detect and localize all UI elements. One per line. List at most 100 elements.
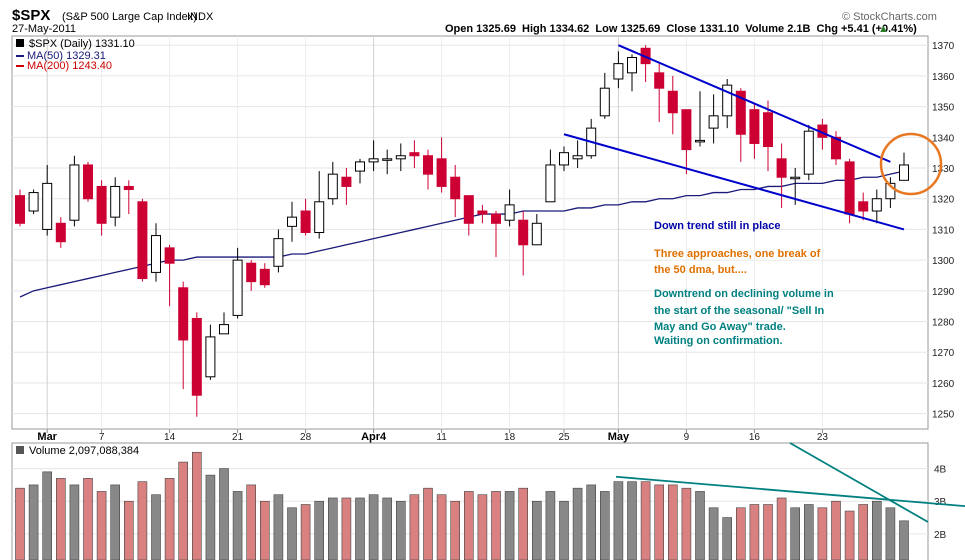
candle [450, 176, 461, 200]
volume-bar [790, 507, 801, 560]
candle [42, 182, 53, 230]
candle [477, 210, 488, 215]
volume-bar [572, 487, 583, 560]
price-axis: 1250 1260 1270 1280 1290 1300 1310 1320 1330 1340… [932, 41, 955, 420]
volume-bar [803, 504, 814, 560]
candle [232, 259, 243, 316]
volume-tick-label: 4B [934, 465, 947, 476]
date-label: 16 [749, 432, 761, 443]
date-label: 14 [164, 432, 176, 443]
candle [110, 185, 121, 218]
volume-bar [15, 487, 25, 560]
volume-bar [246, 484, 256, 560]
volume-bar [28, 484, 39, 560]
volume-bar [137, 481, 148, 560]
price-tick-label: 1320 [932, 195, 955, 206]
volume-bar [232, 491, 243, 560]
note-approaches-2: the 50 dma, but.... [654, 264, 747, 276]
volume-bar [327, 497, 338, 560]
volume-bar [559, 500, 569, 560]
volume-bar [722, 517, 733, 560]
candle [137, 201, 148, 280]
volume-bar [654, 484, 665, 560]
price-tick-label: 1300 [932, 256, 955, 267]
volume-bar [205, 474, 216, 560]
volume-bar [844, 510, 855, 560]
candle [246, 262, 257, 283]
candle [695, 139, 705, 143]
candle [96, 185, 107, 224]
candle [627, 56, 637, 74]
candle [681, 109, 692, 151]
volume-bar [831, 500, 841, 560]
candle [504, 204, 515, 221]
candle [368, 158, 379, 163]
date-label: 9 [684, 432, 690, 443]
legend-main: $SPX (Daily) 1331.10 [29, 38, 135, 50]
price-tick-label: 1370 [932, 41, 955, 52]
price-tick-label: 1350 [932, 103, 955, 114]
volume-bar [871, 500, 882, 560]
volume-bar [613, 481, 624, 560]
volume-tick-label: 3B [934, 497, 947, 508]
note-approaches-1: Three approaches, one break of [654, 248, 821, 260]
candle [491, 213, 501, 224]
candle [722, 84, 733, 117]
candle [436, 158, 447, 187]
volume-bar [885, 507, 896, 560]
symbol-title: $SPX [12, 7, 50, 24]
candle [15, 195, 25, 224]
volume-trendline [615, 475, 965, 508]
volume-bar [96, 491, 107, 560]
candle [667, 90, 678, 114]
copyright: © StockCharts.com [842, 11, 937, 23]
candle [355, 161, 365, 172]
date-label: 23 [817, 432, 829, 443]
candle [735, 90, 746, 135]
candle [259, 268, 270, 286]
volume-bar [763, 504, 773, 560]
volume-bar [627, 481, 637, 560]
volume-bar [395, 500, 406, 560]
candle [273, 238, 284, 267]
candle [69, 164, 80, 221]
candle [885, 182, 896, 200]
note-decline-4: Waiting on confirmation. [654, 335, 783, 347]
ohlc-readout: Open 1325.69 High 1334.62 Low 1325.69 Cl… [445, 23, 917, 35]
note-decline-2: the start of the seasonal/ "Sell In [654, 305, 825, 317]
volume-trendlines [615, 442, 965, 523]
candle [749, 109, 760, 144]
volume-bar [776, 497, 787, 560]
date-label: 25 [558, 432, 570, 443]
candle [763, 112, 773, 148]
candle [28, 192, 39, 212]
volume-bar [192, 451, 202, 560]
note-decline-3: May and Go Away" trade. [654, 321, 786, 333]
note-down-trend: Down trend still in place [654, 220, 781, 232]
date-label: 21 [232, 432, 244, 443]
price-tick-label: 1340 [932, 133, 955, 144]
volume-bar [259, 500, 270, 560]
volume-bar [273, 494, 284, 560]
candle-legend-icon [16, 39, 24, 47]
candle [599, 87, 610, 117]
candle [463, 195, 474, 224]
candle [776, 158, 787, 178]
volume-bar [355, 497, 365, 560]
candle [287, 216, 297, 227]
volume-bar [735, 507, 746, 560]
volume-bar [178, 461, 188, 560]
trendline-upper [618, 44, 891, 163]
date-label: 7 [99, 432, 105, 443]
candles [15, 45, 909, 417]
volume-bar [463, 491, 474, 560]
volume-bar [151, 494, 161, 560]
volume-bar [69, 484, 80, 560]
date-label: 18 [504, 432, 516, 443]
price-tick-label: 1280 [932, 318, 955, 329]
candle [572, 155, 583, 160]
candle [205, 336, 216, 378]
chart-date: 27-May-2011 [12, 23, 76, 35]
date-label: 28 [300, 432, 312, 443]
